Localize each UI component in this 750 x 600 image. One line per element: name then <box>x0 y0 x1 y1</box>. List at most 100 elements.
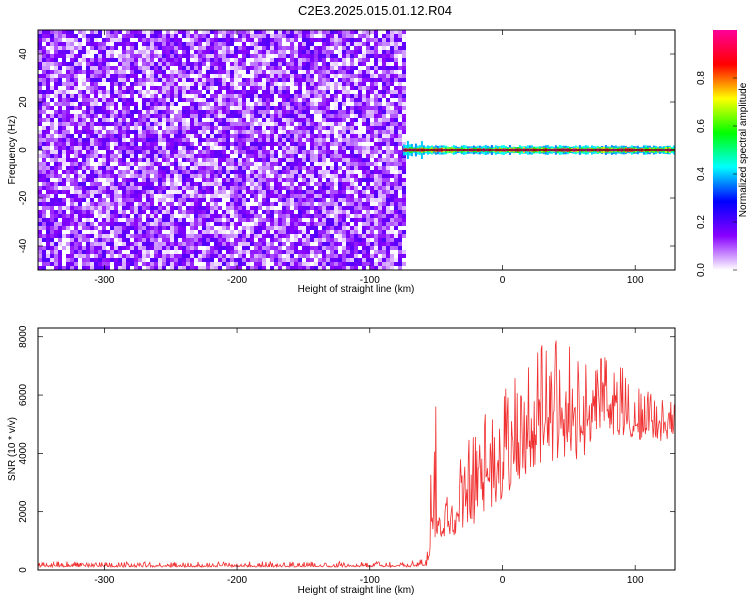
spectrogram-cell <box>94 178 98 182</box>
spectrogram-cell <box>158 258 162 262</box>
spectrogram-cell <box>66 178 70 182</box>
spectrogram-cell <box>86 146 90 150</box>
spectrogram-cell <box>118 30 122 34</box>
spectrogram-cell <box>54 234 58 238</box>
spectrogram-cell <box>262 62 266 66</box>
spectrogram-cell <box>94 98 98 102</box>
spectrogram-cell <box>354 38 358 42</box>
spectrogram-cell <box>322 222 326 226</box>
spectrogram-cell <box>158 238 162 242</box>
spectrogram-cell <box>338 218 342 222</box>
spectrogram-cell <box>354 186 358 190</box>
spectrogram-cell <box>370 254 374 258</box>
spectrogram-cell <box>290 186 294 190</box>
spectrogram-cell <box>98 170 102 174</box>
spectrogram-cell <box>186 266 190 270</box>
spectrogram-cell <box>74 250 78 254</box>
spectrogram-cell <box>298 94 302 98</box>
spectrogram-cell <box>66 218 70 222</box>
spectrogram-cell <box>402 222 406 226</box>
spectrogram-cell <box>302 102 306 106</box>
spectrogram-cell <box>242 186 246 190</box>
spectrogram-cell <box>190 166 194 170</box>
spectrogram-cell <box>42 102 46 106</box>
spectrogram-cell <box>298 202 302 206</box>
spectrogram-cell <box>326 218 330 222</box>
spectrogram-cell <box>302 54 306 58</box>
spectrogram-cell <box>246 250 250 254</box>
spectrogram-cell <box>94 50 98 54</box>
spectrogram-cell <box>142 114 146 118</box>
spectrogram-cell <box>130 210 134 214</box>
spectrogram-cell <box>190 54 194 58</box>
spectrogram-cell <box>94 218 98 222</box>
spectrogram-cell <box>218 98 222 102</box>
spectrogram-cell <box>338 182 342 186</box>
spectrogram-cell <box>254 70 258 74</box>
spectrogram-cell <box>90 266 94 270</box>
spectrogram-cell <box>382 222 386 226</box>
spectrogram-cell <box>226 126 230 130</box>
spectrogram-cell <box>126 206 130 210</box>
spectrogram-cell <box>114 82 118 86</box>
spectrogram-cell <box>238 110 242 114</box>
spectrogram-cell <box>118 202 122 206</box>
spectrogram-cell <box>278 178 282 182</box>
spectrogram-cell <box>54 50 58 54</box>
spectrogram-cell <box>38 246 42 250</box>
spectrogram-cell <box>346 170 350 174</box>
spectrogram-cell <box>322 266 326 270</box>
spectrogram-cell <box>318 218 322 222</box>
spectrogram-cell <box>346 238 350 242</box>
spectrogram-cell <box>342 30 346 34</box>
spectrogram-cell <box>350 226 354 230</box>
spectrogram-cell <box>294 30 298 34</box>
spectrogram-cell <box>246 102 250 106</box>
spectrogram-cell <box>78 166 82 170</box>
spectrogram-cell <box>186 114 190 118</box>
spectrogram-cell <box>74 214 78 218</box>
spectrogram-cell <box>258 58 262 62</box>
spectrogram-cell <box>162 266 166 270</box>
spectrogram-cell <box>42 50 46 54</box>
spectrogram-cell <box>194 106 198 110</box>
spectrogram-cell <box>222 234 226 238</box>
spectrogram-cell <box>234 142 238 146</box>
spectrogram-cell <box>386 170 390 174</box>
spectrogram-cell <box>110 114 114 118</box>
spectrogram-cell <box>102 242 106 246</box>
spectrogram-cell <box>78 54 82 58</box>
spectrogram-cell <box>78 50 82 54</box>
spectrogram-cell <box>398 250 402 254</box>
spectrogram-cell <box>274 190 278 194</box>
spectrogram-cell <box>142 222 146 226</box>
spectrogram-cell <box>358 258 362 262</box>
spectrogram-cell <box>346 166 350 170</box>
spectrogram-cell <box>218 198 222 202</box>
spectrogram-cell <box>362 54 366 58</box>
spectrogram-cell <box>94 130 98 134</box>
spectrogram-cell <box>326 226 330 230</box>
spectrogram-cell <box>274 82 278 86</box>
spectrogram-cell <box>402 94 406 98</box>
spectrogram-cell <box>134 170 138 174</box>
spectrogram-cell <box>258 166 262 170</box>
spectrogram-cell <box>282 82 286 86</box>
spectrogram-cell <box>298 30 302 34</box>
spectrogram-cell <box>62 90 66 94</box>
spectrogram-cell <box>262 146 266 150</box>
spectrogram-cell <box>374 142 378 146</box>
spectrogram-cell <box>362 186 366 190</box>
spectrogram-cell <box>290 30 294 34</box>
spectrogram-cell <box>126 242 130 246</box>
spectrogram-cell <box>94 90 98 94</box>
spectrogram-cell <box>218 222 222 226</box>
spectrogram-cell <box>386 74 390 78</box>
spectrogram-cell <box>286 102 290 106</box>
spectrogram-cell <box>306 94 310 98</box>
spectrogram-cell <box>110 54 114 58</box>
spectrogram-cell <box>374 114 378 118</box>
spectrogram-cell <box>302 94 306 98</box>
spectrogram-cell <box>206 66 210 70</box>
spectrogram-cell <box>378 110 382 114</box>
